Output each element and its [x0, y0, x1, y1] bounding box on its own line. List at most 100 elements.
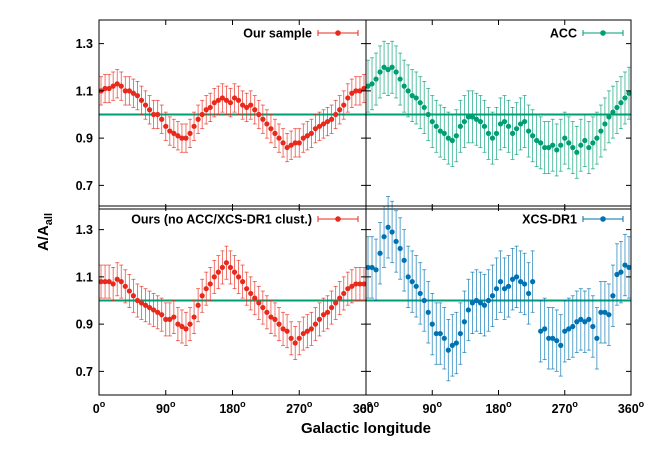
data-point — [586, 121, 592, 174]
data-marker — [373, 76, 379, 82]
data-point — [227, 250, 234, 285]
data-point — [227, 88, 234, 118]
data-point — [429, 95, 435, 148]
data-point — [240, 264, 246, 299]
data-point — [614, 243, 620, 306]
data-marker — [349, 283, 355, 289]
data-marker — [501, 118, 508, 125]
data-marker — [401, 257, 407, 263]
data-point — [312, 307, 319, 342]
data-point — [461, 95, 467, 148]
data-marker — [417, 100, 423, 106]
data-point — [578, 288, 584, 351]
data-point — [151, 99, 157, 130]
data-point — [389, 40, 395, 94]
data-marker — [393, 69, 399, 75]
data-marker — [361, 281, 367, 287]
data-point — [155, 99, 161, 130]
data-marker — [248, 290, 254, 297]
data-marker — [272, 130, 278, 136]
data-marker — [191, 314, 197, 320]
data-marker — [441, 335, 447, 341]
data-point — [397, 217, 403, 280]
data-marker — [586, 144, 592, 151]
data-marker — [618, 269, 624, 275]
data-marker — [203, 107, 209, 113]
data-marker — [614, 271, 620, 278]
data-marker — [393, 238, 399, 245]
data-marker — [146, 107, 153, 113]
data-point — [606, 283, 612, 346]
data-point — [562, 300, 568, 363]
data-marker — [365, 83, 371, 89]
data-point — [594, 111, 600, 165]
data-marker — [138, 97, 145, 103]
data-point — [304, 314, 310, 349]
data-marker — [345, 95, 351, 101]
data-point — [110, 71, 116, 101]
data-marker — [610, 109, 616, 115]
data-marker — [598, 128, 604, 134]
data-marker — [256, 111, 262, 118]
y-tick-label: 1.1 — [76, 270, 93, 284]
data-marker — [598, 309, 604, 315]
x-tick-label: 270o — [552, 399, 579, 416]
data-point — [582, 114, 588, 167]
data-point — [369, 57, 375, 111]
data-point — [142, 288, 149, 323]
data-point — [505, 99, 512, 153]
data-point — [345, 83, 351, 113]
data-marker — [594, 335, 600, 341]
data-marker — [365, 264, 371, 271]
data-point — [530, 109, 536, 163]
data-point — [485, 107, 492, 160]
data-point — [357, 267, 363, 301]
data-point — [159, 297, 165, 332]
data-point — [167, 116, 173, 146]
data-marker — [146, 304, 153, 311]
data-marker — [369, 264, 375, 271]
data-point — [264, 295, 270, 330]
data-marker — [489, 293, 496, 299]
data-point — [199, 99, 205, 130]
data-marker — [187, 130, 193, 136]
data-point — [215, 255, 221, 290]
data-point — [614, 81, 620, 134]
data-marker — [526, 128, 532, 134]
data-point — [453, 311, 459, 375]
data-marker — [449, 137, 455, 144]
degree-sign: o — [639, 399, 645, 409]
data-marker — [320, 312, 327, 318]
data-marker — [211, 100, 217, 106]
data-marker — [550, 335, 556, 341]
data-point — [308, 311, 314, 346]
data-marker — [203, 286, 209, 292]
data-marker — [219, 95, 225, 101]
data-marker — [574, 319, 580, 325]
data-marker — [550, 142, 556, 148]
data-marker — [288, 335, 294, 341]
data-marker — [405, 274, 411, 280]
data-point — [401, 59, 407, 113]
data-point — [421, 269, 427, 332]
data-marker — [337, 107, 343, 113]
data-marker — [582, 137, 588, 144]
data-marker — [175, 133, 181, 139]
y-axis-title: A/Aall — [35, 213, 55, 251]
data-marker — [183, 326, 189, 332]
data-marker — [223, 260, 230, 266]
data-point — [501, 95, 508, 148]
data-marker — [622, 262, 628, 268]
data-marker — [300, 135, 306, 141]
data-marker — [554, 338, 560, 344]
data-point — [441, 307, 447, 370]
data-marker — [126, 88, 132, 94]
data-point — [574, 290, 580, 353]
data-point — [235, 85, 242, 115]
data-point — [409, 250, 415, 313]
data-point — [405, 64, 411, 118]
data-marker — [268, 126, 274, 132]
data-point — [171, 118, 177, 148]
data-marker — [421, 104, 427, 111]
